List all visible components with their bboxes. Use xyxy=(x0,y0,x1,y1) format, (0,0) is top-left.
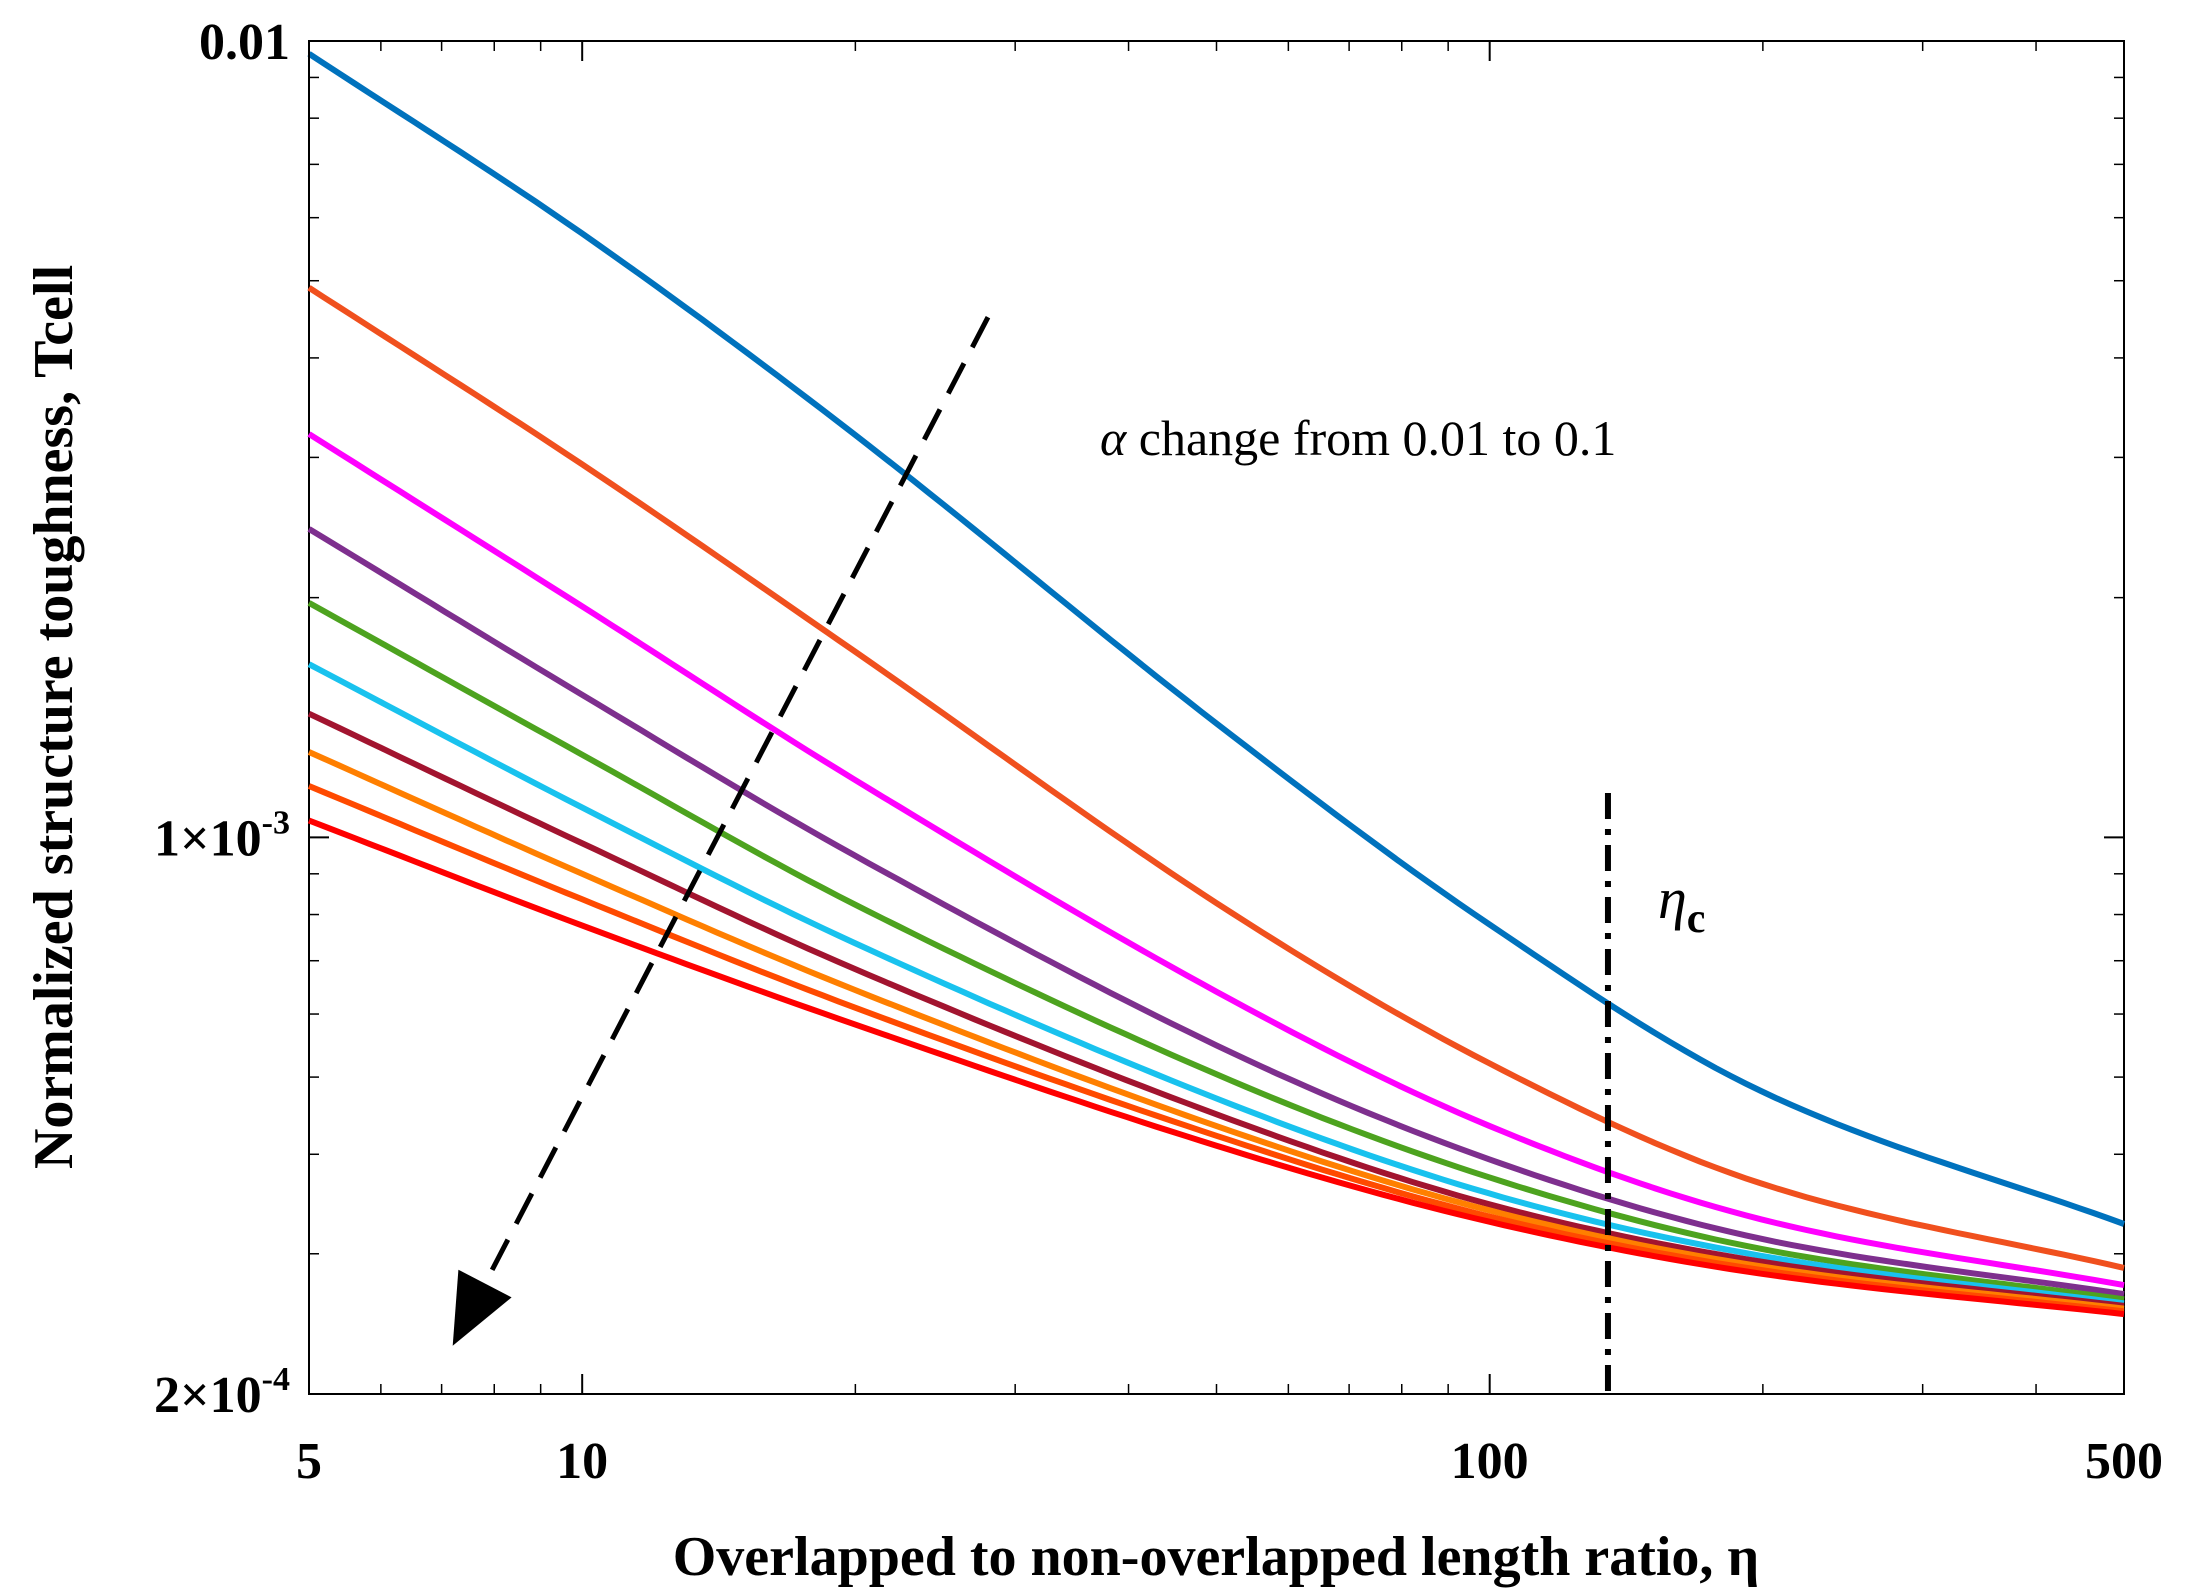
x-tick-label: 5 xyxy=(296,1433,322,1490)
trend-arrow-shaft xyxy=(482,316,991,1285)
y-axis-label: Normalized structure toughness, Tcell xyxy=(23,265,85,1169)
x-tick-label: 100 xyxy=(1451,1433,1529,1490)
series-group xyxy=(307,51,2126,1318)
series-line-1 xyxy=(307,51,2126,1227)
series-line-10 xyxy=(307,817,2125,1318)
x-axis-label: Overlapped to non-overlapped length rati… xyxy=(673,1526,1759,1588)
plot-area xyxy=(308,40,2125,1395)
ticks-group: 5 10 100 500 0.01 1×10-3 2×10-4 xyxy=(154,14,2163,1490)
series-line-2 xyxy=(307,285,2125,1271)
annotation-group: ηcα change from 0.01 to 0.1 xyxy=(452,316,1705,1394)
trend-arrow-head xyxy=(452,1269,512,1346)
series-line-4 xyxy=(307,526,2125,1298)
series-line-9 xyxy=(307,783,2125,1315)
series-line-8 xyxy=(307,749,2125,1312)
y-tick-label: 0.01 xyxy=(199,14,290,71)
series-line-7 xyxy=(307,710,2125,1309)
x-tick-label: 10 xyxy=(556,1433,608,1490)
minor-ticks xyxy=(309,41,2124,1394)
alpha-annotation: α change from 0.01 to 0.1 xyxy=(1100,410,1616,466)
series-line-6 xyxy=(307,661,2125,1307)
series-line-5 xyxy=(307,600,2125,1303)
series-line-3 xyxy=(307,431,2125,1289)
y-tick-label: 1×10-3 xyxy=(154,804,290,867)
y-tick-label: 2×10-4 xyxy=(154,1361,290,1424)
x-tick-label: 500 xyxy=(2085,1433,2163,1490)
